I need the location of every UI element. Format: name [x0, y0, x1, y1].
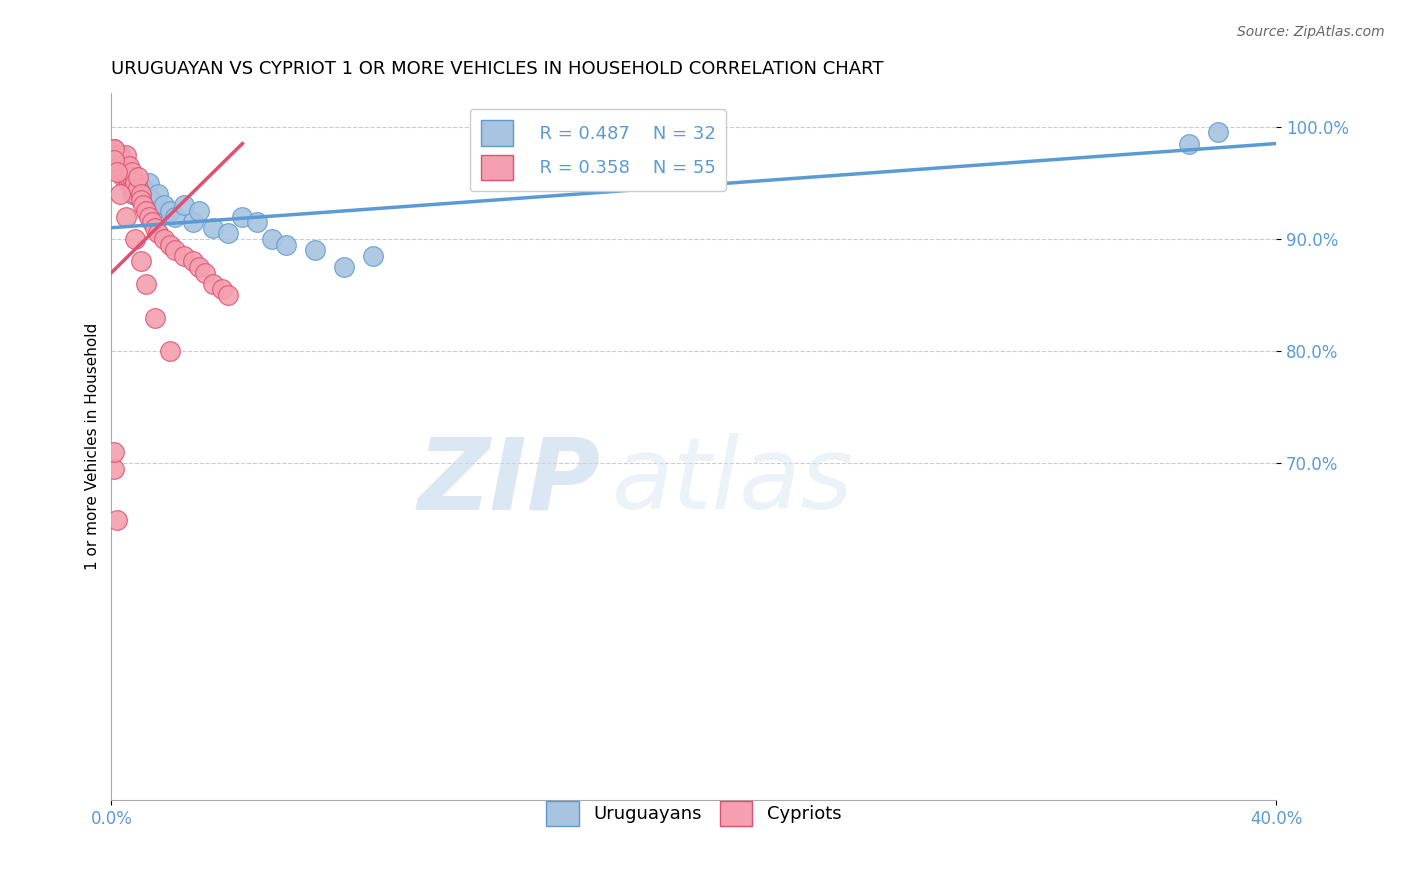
Point: [115, 170, 138, 185]
Point: [363, 249, 385, 263]
Point: [143, 310, 166, 325]
Point: [103, 462, 125, 476]
Text: atlas: atlas: [612, 434, 853, 531]
Point: [173, 198, 195, 212]
Point: [105, 513, 128, 527]
Point: [143, 220, 166, 235]
Point: [115, 210, 138, 224]
Point: [217, 227, 239, 241]
Point: [108, 148, 131, 162]
Point: [135, 277, 157, 291]
Point: [118, 176, 141, 190]
Point: [187, 203, 209, 218]
Point: [1206, 125, 1229, 139]
Point: [129, 254, 152, 268]
Text: ZIP: ZIP: [418, 434, 600, 531]
Point: [132, 181, 155, 195]
Point: [333, 260, 356, 274]
Point: [202, 277, 225, 291]
Point: [112, 153, 135, 168]
Point: [135, 198, 157, 212]
Point: [165, 210, 187, 224]
Point: [202, 220, 225, 235]
Point: [217, 288, 239, 302]
Point: [138, 210, 160, 224]
Point: [115, 148, 138, 162]
Point: [108, 164, 131, 178]
Point: [127, 181, 149, 195]
Point: [173, 249, 195, 263]
Point: [105, 148, 128, 162]
Point: [141, 193, 163, 207]
Point: [112, 164, 135, 178]
Point: [127, 170, 149, 185]
Point: [115, 164, 138, 178]
Point: [103, 153, 125, 168]
Point: [103, 148, 125, 162]
Point: [105, 153, 128, 168]
Point: [260, 232, 283, 246]
Point: [121, 187, 143, 202]
Point: [165, 243, 187, 257]
Point: [103, 142, 125, 156]
Point: [103, 445, 125, 459]
Point: [146, 227, 169, 241]
Point: [129, 193, 152, 207]
Point: [153, 198, 176, 212]
Point: [103, 142, 125, 156]
Point: [121, 181, 143, 195]
Text: Source: ZipAtlas.com: Source: ZipAtlas.com: [1237, 25, 1385, 39]
Point: [159, 237, 181, 252]
Point: [124, 176, 146, 190]
Point: [146, 187, 169, 202]
Point: [135, 203, 157, 218]
Point: [194, 266, 217, 280]
Point: [108, 153, 131, 168]
Point: [246, 215, 269, 229]
Text: URUGUAYAN VS CYPRIOT 1 OR MORE VEHICLES IN HOUSEHOLD CORRELATION CHART: URUGUAYAN VS CYPRIOT 1 OR MORE VEHICLES …: [111, 60, 884, 78]
Point: [143, 210, 166, 224]
Point: [118, 164, 141, 178]
Point: [181, 215, 204, 229]
Point: [141, 215, 163, 229]
Point: [1177, 136, 1199, 151]
Point: [181, 254, 204, 268]
Point: [124, 232, 146, 246]
Point: [187, 260, 209, 274]
Point: [121, 170, 143, 185]
Point: [112, 170, 135, 185]
Point: [112, 159, 135, 173]
Point: [304, 243, 326, 257]
Point: [121, 164, 143, 178]
Point: [108, 187, 131, 202]
Point: [274, 237, 297, 252]
Point: [129, 193, 152, 207]
Point: [118, 159, 141, 173]
Point: [153, 232, 176, 246]
Point: [132, 198, 155, 212]
Point: [115, 170, 138, 185]
Point: [108, 148, 131, 162]
Point: [159, 203, 181, 218]
Point: [118, 170, 141, 185]
Point: [159, 344, 181, 359]
Point: [129, 187, 152, 202]
Point: [124, 176, 146, 190]
Point: [112, 159, 135, 173]
Point: [127, 181, 149, 195]
Point: [108, 159, 131, 173]
Legend: Uruguayans, Cypriots: Uruguayans, Cypriots: [538, 794, 848, 834]
Point: [105, 153, 128, 168]
Point: [231, 210, 253, 224]
Point: [112, 164, 135, 178]
Point: [138, 176, 160, 190]
Y-axis label: 1 or more Vehicles in Household: 1 or more Vehicles in Household: [86, 323, 100, 570]
Point: [124, 187, 146, 202]
Point: [211, 283, 233, 297]
Point: [105, 159, 128, 173]
Point: [105, 164, 128, 178]
